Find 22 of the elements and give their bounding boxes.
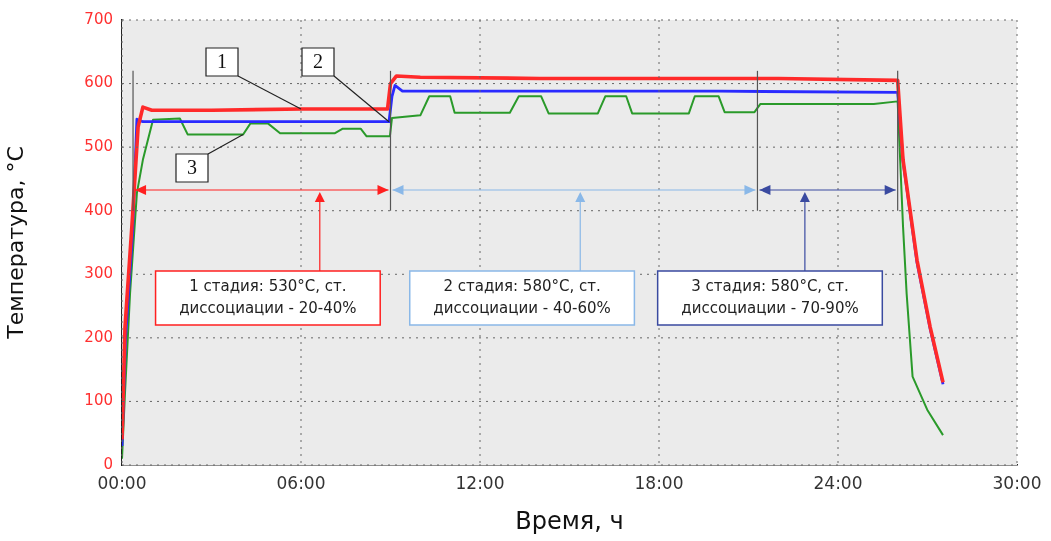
x-tick-label: 24:00 bbox=[813, 472, 863, 493]
x-tick-label: 18:00 bbox=[634, 472, 684, 493]
x-tick-label: 00:00 bbox=[97, 472, 147, 493]
y-tick-label: 700 bbox=[84, 9, 113, 28]
y-tick-label: 200 bbox=[84, 327, 113, 346]
y-tick-label: 400 bbox=[84, 200, 113, 219]
x-axis-title: Время, ч bbox=[515, 506, 624, 535]
annotation: 2 стадия: 580°C, ст. диссоциации - 40-60% bbox=[433, 277, 611, 317]
y-tick-label: 600 bbox=[84, 73, 113, 92]
y-tick-label: 500 bbox=[84, 137, 113, 156]
y-tick-label: 0 bbox=[103, 454, 113, 473]
text: 2 bbox=[313, 50, 323, 73]
y-tick-label: 100 bbox=[84, 391, 113, 410]
x-tick-label: 12:00 bbox=[455, 472, 505, 493]
x-tick-label: 30:00 bbox=[992, 472, 1042, 493]
y-tick-label: 300 bbox=[84, 264, 113, 283]
series-label: 3 bbox=[187, 156, 197, 179]
y-axis-title: Температура, °C bbox=[2, 146, 28, 340]
annotation: 3 стадия: 580°C, ст. диссоциации - 70-90% bbox=[681, 277, 859, 317]
annotation: 1 стадия: 530°C, ст. диссоциации - 20-40% bbox=[179, 277, 357, 317]
series-label: 1 bbox=[217, 50, 227, 73]
x-tick-label: 06:00 bbox=[276, 472, 326, 493]
